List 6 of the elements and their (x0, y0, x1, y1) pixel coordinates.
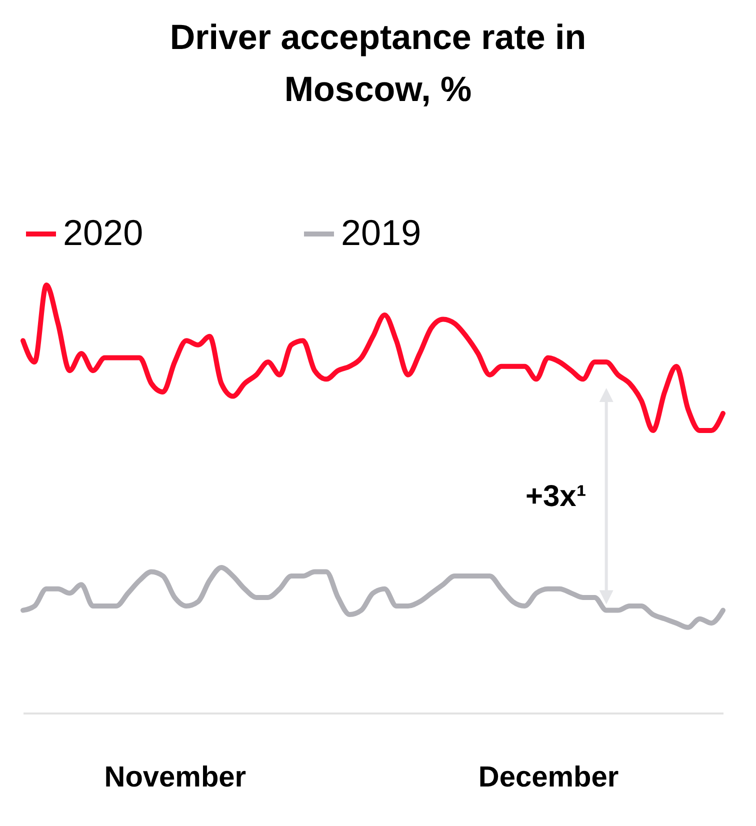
legend-label: 2019 (341, 212, 422, 253)
legend-label: 2020 (63, 212, 144, 253)
x-tick-label: November (104, 762, 246, 794)
chart-title: Driver acceptance rate in Moscow, % (168, 17, 588, 111)
annotation: +3x¹ (525, 480, 586, 514)
x-tick-label: December (478, 762, 619, 794)
